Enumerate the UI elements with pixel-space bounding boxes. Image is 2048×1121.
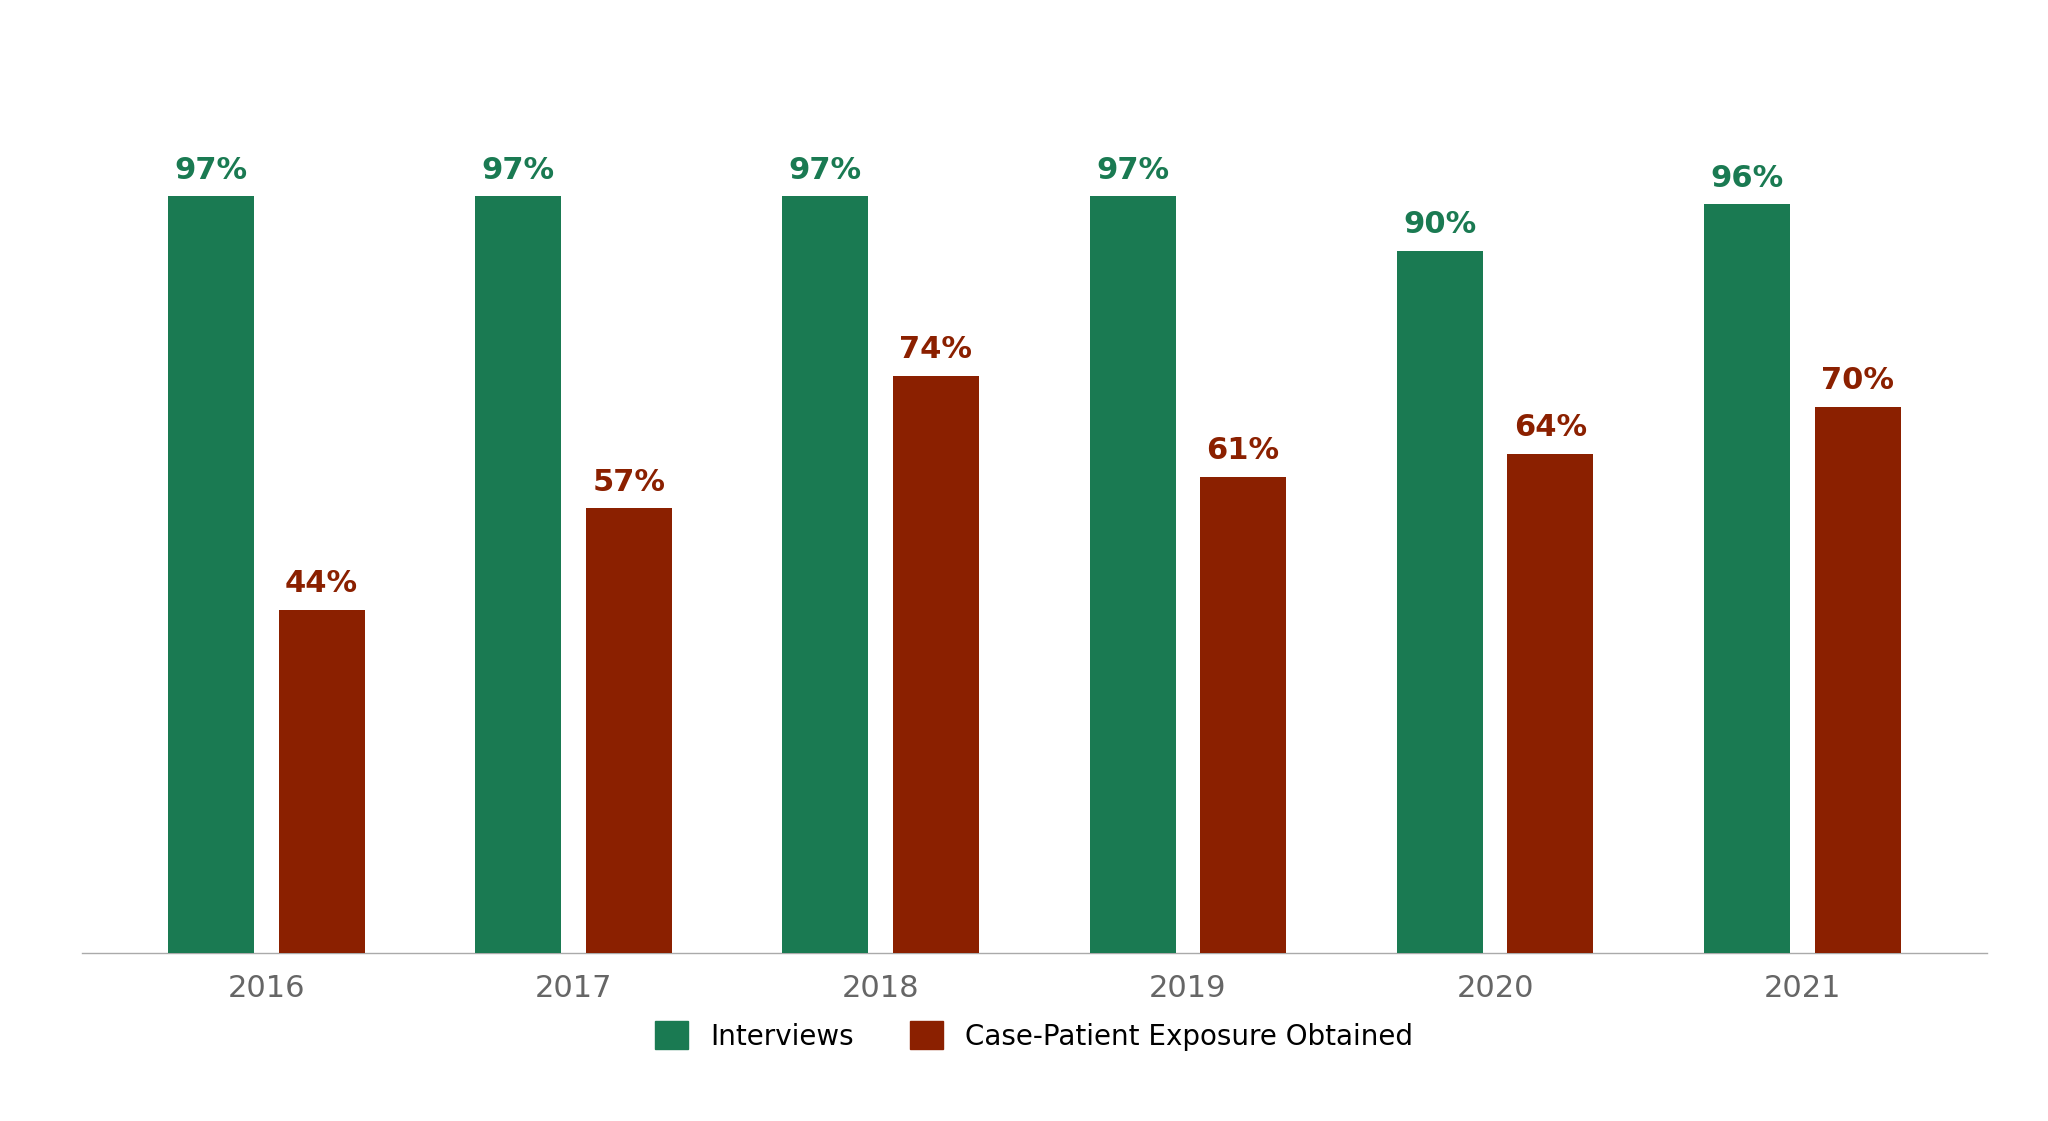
Bar (168, 196, 254, 953)
Bar (586, 508, 672, 953)
Text: 97%: 97% (481, 156, 555, 185)
Text: 64%: 64% (1513, 413, 1587, 442)
Text: 70%: 70% (1821, 367, 1894, 396)
Bar (475, 196, 561, 953)
Text: 61%: 61% (1206, 436, 1280, 465)
Bar (1704, 204, 1790, 953)
Text: 96%: 96% (1710, 164, 1784, 193)
Text: 74%: 74% (899, 335, 973, 364)
Bar (782, 196, 868, 953)
Legend: Interviews, Case-Patient Exposure Obtained: Interviews, Case-Patient Exposure Obtain… (641, 1007, 1427, 1065)
Text: 97%: 97% (174, 156, 248, 185)
Text: 97%: 97% (1096, 156, 1169, 185)
Text: 97%: 97% (788, 156, 862, 185)
Text: 44%: 44% (285, 569, 358, 597)
Bar (1397, 251, 1483, 953)
Text: 90%: 90% (1403, 211, 1477, 239)
Bar (893, 376, 979, 953)
Text: 57%: 57% (592, 467, 666, 497)
Bar (1090, 196, 1176, 953)
Bar (279, 610, 365, 953)
Bar (1815, 407, 1901, 953)
Bar (1507, 454, 1593, 953)
Bar (1200, 478, 1286, 953)
